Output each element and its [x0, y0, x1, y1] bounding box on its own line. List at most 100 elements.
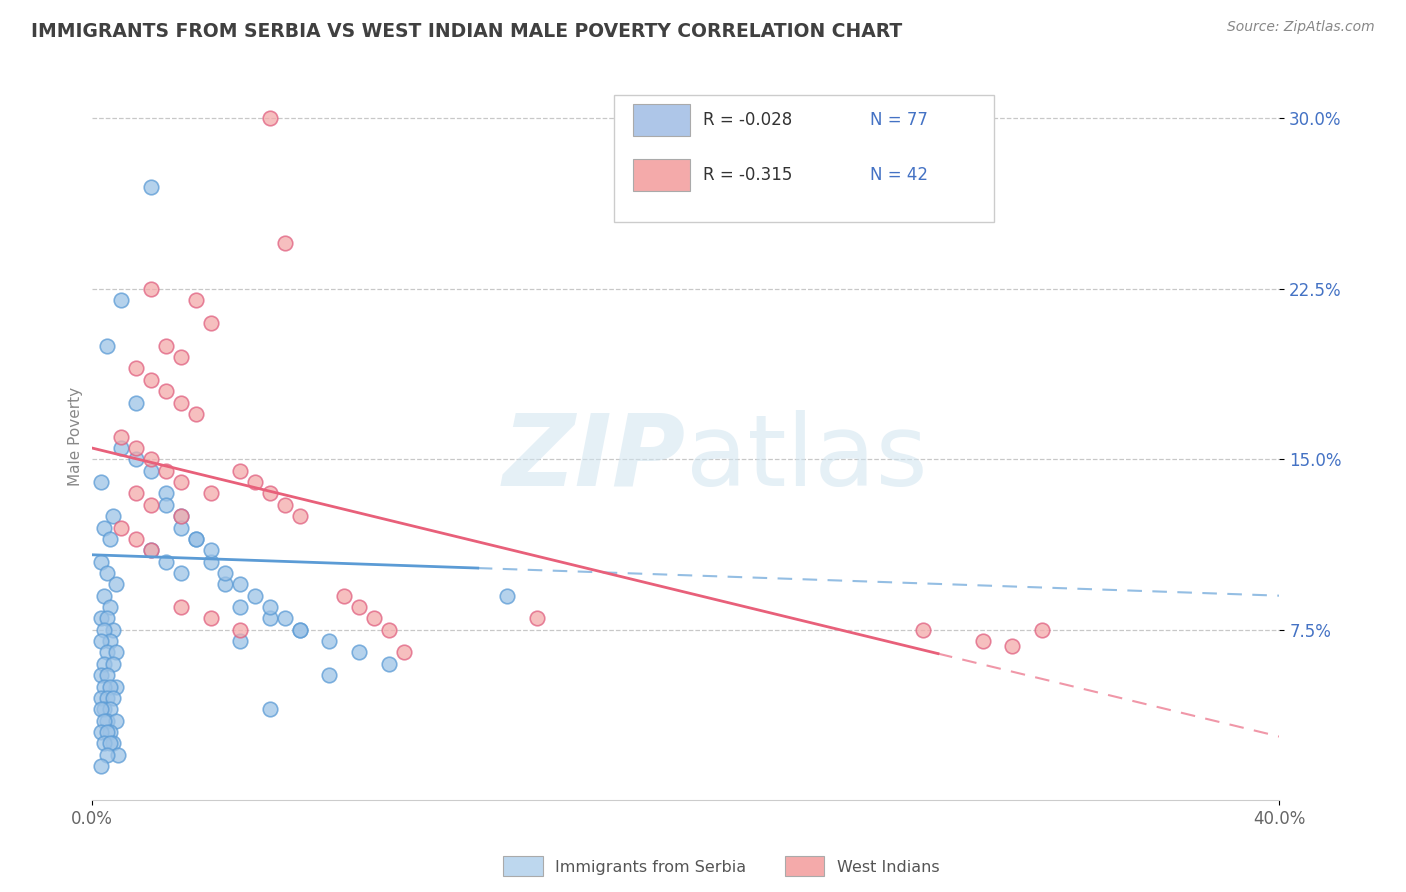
- Point: [101, 736, 124, 750]
- Point: [200, 316, 222, 330]
- Point: [104, 645, 127, 659]
- Text: R = -0.028: R = -0.028: [703, 112, 793, 129]
- Point: [184, 532, 207, 546]
- Point: [274, 498, 297, 512]
- Text: R = -0.315: R = -0.315: [703, 166, 793, 184]
- Point: [125, 441, 148, 455]
- Point: [288, 623, 311, 637]
- Point: [93, 736, 115, 750]
- Point: [377, 623, 399, 637]
- Point: [229, 600, 252, 615]
- Point: [93, 589, 115, 603]
- Point: [93, 623, 115, 637]
- Point: [101, 657, 124, 671]
- Point: [96, 714, 118, 728]
- Point: [259, 702, 281, 716]
- Point: [96, 339, 118, 353]
- Point: [98, 702, 121, 716]
- Point: [318, 634, 340, 648]
- Point: [155, 555, 177, 569]
- Point: [229, 623, 252, 637]
- Point: [200, 555, 222, 569]
- Point: [259, 611, 281, 625]
- Point: [377, 657, 399, 671]
- Point: [93, 680, 115, 694]
- Point: [90, 725, 112, 739]
- Point: [526, 611, 548, 625]
- Point: [90, 555, 112, 569]
- Point: [141, 373, 163, 387]
- Point: [170, 350, 193, 364]
- Point: [170, 395, 193, 409]
- Point: [107, 747, 129, 762]
- Text: West Indians: West Indians: [837, 860, 939, 874]
- Point: [110, 441, 132, 455]
- Point: [155, 464, 177, 478]
- Point: [141, 179, 163, 194]
- Text: ZIP: ZIP: [502, 410, 686, 507]
- Text: Source: ZipAtlas.com: Source: ZipAtlas.com: [1227, 20, 1375, 34]
- Point: [141, 452, 163, 467]
- Point: [98, 736, 121, 750]
- Point: [155, 486, 177, 500]
- Point: [170, 509, 193, 524]
- Point: [104, 577, 127, 591]
- Point: [125, 361, 148, 376]
- Point: [259, 486, 281, 500]
- Point: [184, 407, 207, 421]
- Point: [1031, 623, 1053, 637]
- Point: [155, 384, 177, 399]
- Point: [110, 520, 132, 534]
- Bar: [633, 159, 690, 191]
- Point: [1001, 639, 1024, 653]
- Point: [93, 714, 115, 728]
- Point: [93, 702, 115, 716]
- Point: [243, 589, 266, 603]
- Point: [96, 611, 118, 625]
- Text: IMMIGRANTS FROM SERBIA VS WEST INDIAN MALE POVERTY CORRELATION CHART: IMMIGRANTS FROM SERBIA VS WEST INDIAN MA…: [31, 22, 903, 41]
- Point: [363, 611, 385, 625]
- Point: [101, 690, 124, 705]
- Point: [141, 543, 163, 558]
- Point: [98, 725, 121, 739]
- Point: [170, 600, 193, 615]
- Point: [347, 600, 370, 615]
- Point: [392, 645, 415, 659]
- Point: [125, 452, 148, 467]
- Point: [288, 509, 311, 524]
- Point: [96, 690, 118, 705]
- Point: [90, 634, 112, 648]
- Point: [141, 498, 163, 512]
- Point: [274, 611, 297, 625]
- Point: [912, 623, 935, 637]
- Point: [184, 293, 207, 308]
- Point: [170, 509, 193, 524]
- Point: [125, 486, 148, 500]
- Point: [96, 566, 118, 580]
- Point: [184, 532, 207, 546]
- Point: [347, 645, 370, 659]
- Point: [333, 589, 356, 603]
- Point: [496, 589, 519, 603]
- Point: [229, 634, 252, 648]
- Point: [214, 566, 236, 580]
- Point: [93, 657, 115, 671]
- Point: [90, 690, 112, 705]
- Y-axis label: Male Poverty: Male Poverty: [69, 387, 83, 486]
- Point: [98, 680, 121, 694]
- Point: [90, 759, 112, 773]
- Point: [90, 475, 112, 489]
- Point: [229, 464, 252, 478]
- Point: [243, 475, 266, 489]
- Point: [229, 577, 252, 591]
- Point: [155, 498, 177, 512]
- Point: [90, 611, 112, 625]
- Point: [200, 543, 222, 558]
- Point: [98, 600, 121, 615]
- Point: [101, 623, 124, 637]
- Point: [110, 429, 132, 443]
- Point: [98, 634, 121, 648]
- Text: N = 77: N = 77: [870, 112, 928, 129]
- Point: [96, 725, 118, 739]
- Point: [141, 464, 163, 478]
